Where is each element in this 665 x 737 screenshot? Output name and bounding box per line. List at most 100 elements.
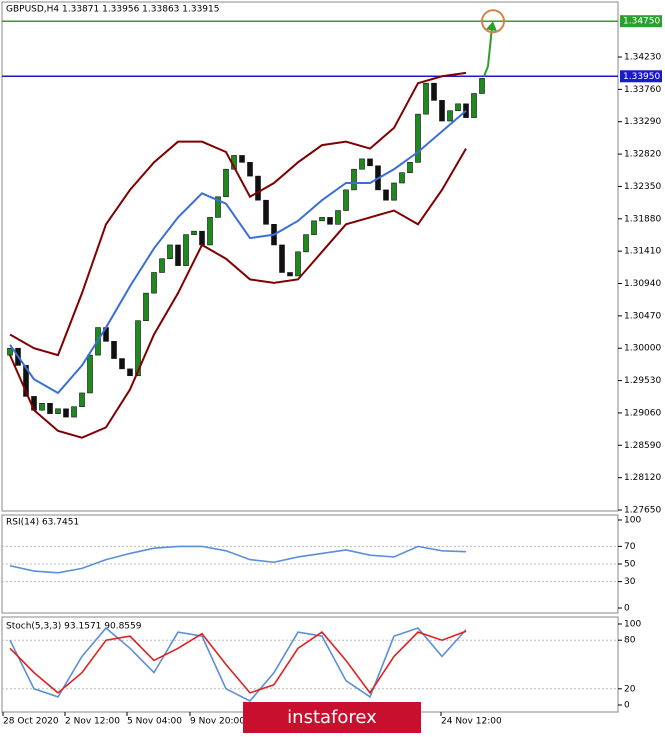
x-tick-label: 28 Oct 2020: [3, 717, 59, 727]
y-tick-label: 1.29060: [624, 408, 661, 418]
y-tick-label: 0: [624, 604, 630, 614]
indicator-line: [9, 630, 467, 695]
y-tick-label: 70: [624, 542, 636, 552]
indicator-line: [9, 545, 467, 574]
y-tick-label: 0: [624, 701, 630, 711]
candle: [79, 392, 85, 408]
y-tick-label: 1.30000: [624, 344, 661, 354]
panel-title: Stoch(5,3,3) 93.1571 90.8559: [6, 622, 142, 632]
candle: [279, 244, 285, 273]
y-tick-label: 1.28590: [624, 441, 661, 451]
overlay-line: [9, 109, 467, 395]
target-circle: [481, 9, 505, 34]
candle: [207, 217, 213, 246]
candle: [407, 162, 413, 173]
y-tick-label: 100: [624, 516, 641, 526]
candle: [343, 189, 349, 211]
panel-title: GBPUSD,H4 1.33871 1.33956 1.33863 1.3391…: [6, 5, 219, 15]
y-tick-label: 1.32820: [624, 150, 661, 160]
level-label: 1.33950: [623, 72, 660, 82]
candle: [223, 168, 229, 198]
candle: [63, 408, 69, 418]
indicator-line: [9, 626, 467, 702]
candle: [319, 217, 325, 222]
candle: [399, 172, 405, 184]
watermark: instaforex: [287, 707, 377, 728]
candle: [239, 155, 245, 163]
candle: [287, 272, 293, 277]
candle: [191, 230, 197, 235]
y-tick-label: 1.34230: [624, 53, 661, 63]
y-tick-label: 1.30470: [624, 311, 661, 321]
candle: [127, 368, 133, 377]
candle: [71, 406, 77, 418]
panel-title: RSI(14) 63.7451: [6, 518, 79, 528]
y-tick-label: 1.30940: [624, 279, 661, 289]
y-tick-label: 1.29530: [624, 376, 661, 386]
candle: [183, 234, 189, 266]
candle: [215, 196, 221, 218]
y-tick-label: 100: [624, 620, 641, 630]
candle: [335, 210, 341, 225]
candle: [351, 168, 357, 191]
candle: [175, 244, 181, 266]
candle: [391, 182, 397, 201]
candle: [383, 189, 389, 201]
candle: [23, 365, 29, 397]
candle: [311, 220, 317, 235]
candle: [199, 230, 205, 246]
candle: [415, 113, 421, 163]
candle: [295, 251, 301, 277]
candle: [167, 244, 173, 260]
candle: [143, 292, 149, 321]
candle: [87, 354, 93, 394]
y-tick-label: 50: [624, 560, 636, 570]
candle: [367, 158, 373, 167]
x-tick-label: 5 Nov 04:00: [127, 717, 182, 727]
overlay-line: [9, 148, 467, 439]
forecast-arrow: [483, 27, 493, 77]
y-tick-label: 1.33290: [624, 117, 661, 127]
candle: [455, 103, 461, 112]
candle: [439, 100, 445, 122]
watermark-box: [243, 702, 421, 733]
arrow-head: [486, 21, 497, 32]
candle: [39, 402, 45, 411]
candle: [327, 217, 333, 225]
candle: [151, 272, 157, 294]
candle: [423, 82, 429, 115]
candle: [431, 82, 437, 101]
candle: [111, 341, 117, 359]
candle: [263, 199, 269, 225]
candle: [135, 320, 141, 377]
candle: [7, 347, 13, 356]
y-tick-label: 1.31880: [624, 214, 661, 224]
candle: [47, 402, 53, 414]
x-tick-label: 2 Nov 12:00: [65, 717, 120, 727]
y-tick-label: 1.32350: [624, 182, 661, 192]
y-tick-label: 1.31410: [624, 247, 661, 257]
candle: [55, 408, 61, 414]
overlay-line: [9, 71, 467, 357]
candle: [447, 110, 453, 122]
level-label-box: [620, 15, 662, 28]
y-tick-label: 1.33760: [624, 85, 661, 95]
candle: [479, 78, 485, 94]
candle: [359, 158, 365, 170]
y-tick-label: 80: [624, 636, 636, 646]
x-tick-label: 9 Nov 20:00: [190, 717, 245, 727]
candle: [159, 258, 165, 273]
level-label-box: [620, 70, 662, 83]
candle: [247, 162, 253, 177]
candle: [255, 175, 261, 201]
main-panel: [1, 1, 619, 512]
y-tick-label: 1.27650: [624, 506, 661, 516]
candle: [119, 358, 125, 370]
candle: [303, 234, 309, 253]
y-tick-label: 1.28120: [624, 473, 661, 483]
y-tick-label: 20: [624, 684, 636, 694]
x-tick-label: 24 Nov 12:00: [441, 717, 502, 727]
level-label: 1.34750: [623, 17, 660, 27]
candle: [471, 93, 477, 118]
